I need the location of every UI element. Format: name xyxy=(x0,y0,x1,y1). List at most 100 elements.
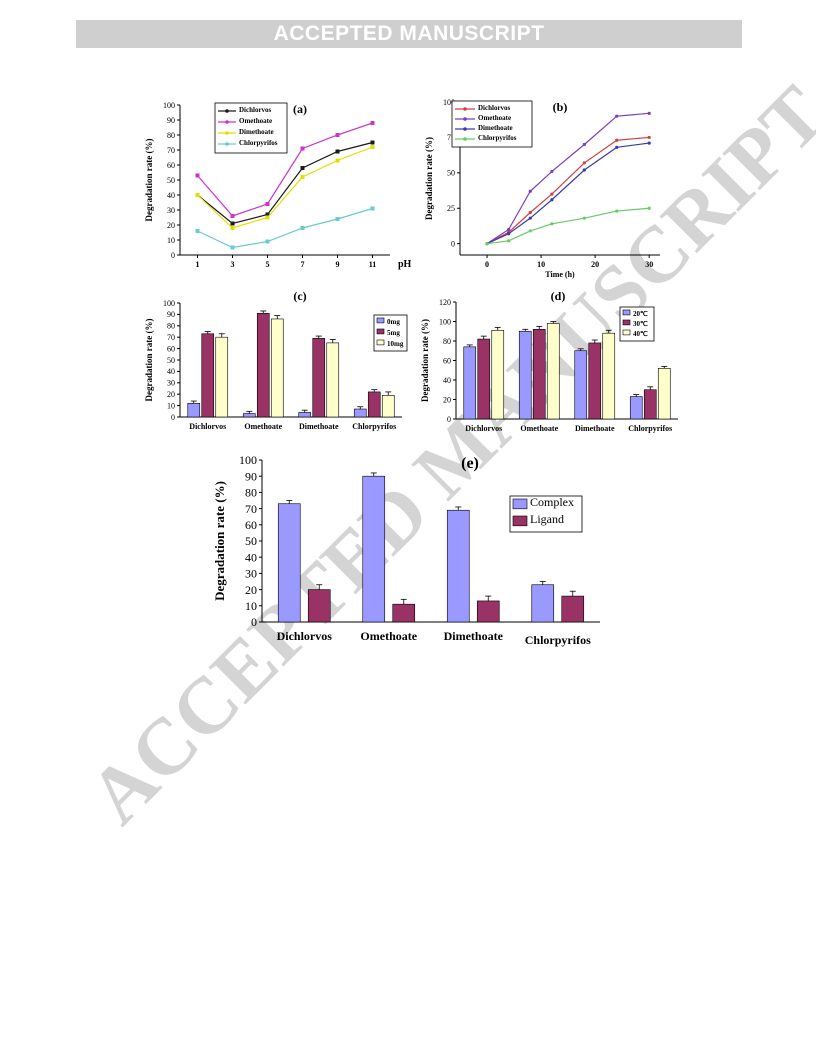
y-tick-label: 0 xyxy=(171,251,175,260)
bar xyxy=(277,503,301,623)
y-axis-title: Degradation rate (%) xyxy=(144,139,154,222)
y-tick-label: 10 xyxy=(167,401,175,410)
y-tick-label: 80 xyxy=(167,131,175,140)
data-point xyxy=(507,227,511,232)
series-line-chlorpyrifos xyxy=(197,207,373,249)
legend-marker xyxy=(225,131,229,135)
data-point xyxy=(647,135,651,140)
y-tick-label: 80 xyxy=(443,337,451,346)
y-tick-label: 50 xyxy=(447,169,455,178)
bar xyxy=(446,509,470,623)
data-point xyxy=(528,216,532,220)
manuscript-banner: ACCEPTED MANUSCRIPT xyxy=(76,20,742,48)
bar xyxy=(298,412,312,418)
data-point xyxy=(230,221,235,226)
x-tick-label: Dimethoate xyxy=(575,424,615,433)
bar xyxy=(588,342,602,420)
bar xyxy=(476,600,500,623)
data-point xyxy=(335,158,340,163)
data-point xyxy=(528,189,532,193)
legend-swatch xyxy=(376,339,385,346)
legend-marker xyxy=(463,107,467,111)
y-tick-label: 30 xyxy=(167,206,175,215)
bar xyxy=(326,342,340,418)
panel-label: (e) xyxy=(461,455,479,472)
y-tick-label: 90 xyxy=(167,116,175,125)
legend-swatch xyxy=(622,319,631,326)
y-tick-label: 0 xyxy=(171,413,175,422)
bar xyxy=(602,332,616,420)
bar xyxy=(491,329,505,420)
y-tick-label: 20 xyxy=(443,395,451,404)
legend-label: Omethoate xyxy=(239,117,272,125)
x-tick-label: Chlorpyrifos xyxy=(525,633,591,647)
y-tick-label: 80 xyxy=(245,486,257,500)
data-point xyxy=(195,173,200,178)
bar xyxy=(629,396,643,420)
bar xyxy=(546,323,560,420)
x-tick-label: 30 xyxy=(645,260,653,269)
y-tick-label: 40 xyxy=(245,550,257,564)
y-tick-label: 100 xyxy=(443,98,455,107)
y-tick-label: 60 xyxy=(167,161,175,170)
y-tick-label: 0 xyxy=(447,415,451,424)
y-tick-label: 30 xyxy=(245,567,257,581)
chart-e: 0 10 20 30 40 50 60 70 80 90 100 Degradation rate (… xyxy=(212,453,600,647)
legend-label: Dimethoate xyxy=(478,124,513,132)
bar xyxy=(381,395,395,418)
data-point xyxy=(485,242,489,246)
data-point xyxy=(528,210,532,215)
data-point xyxy=(265,215,270,220)
legend-label: 5mg xyxy=(387,329,400,337)
bar xyxy=(643,389,657,420)
data-point xyxy=(195,193,200,197)
y-tick-label: 20 xyxy=(167,390,175,399)
series-line-dichlorvos xyxy=(486,136,650,245)
series-line-chlorpyrifos xyxy=(486,207,650,245)
y-tick-label: 100 xyxy=(163,101,175,110)
bar xyxy=(531,584,555,623)
y-tick-label: 10 xyxy=(167,236,175,245)
y-tick-label: 70 xyxy=(167,146,175,155)
data-point xyxy=(550,169,554,174)
x-tick-label: 11 xyxy=(369,260,377,269)
legend-label: Chlorpyrifos xyxy=(478,134,517,142)
y-tick-label: 90 xyxy=(167,310,175,319)
data-point xyxy=(647,206,651,210)
legend-label: Dichlorvos xyxy=(478,104,511,112)
legend-swatch xyxy=(512,515,528,527)
y-tick-label: 100 xyxy=(439,317,451,326)
y-tick-label: 70 xyxy=(167,333,175,342)
data-point xyxy=(370,145,375,149)
x-tick-label: 10 xyxy=(537,260,545,269)
data-point xyxy=(335,149,340,154)
data-point xyxy=(615,138,619,142)
y-axis-title: Degradation rate (%) xyxy=(420,319,430,402)
data-point xyxy=(582,161,586,165)
y-tick-label: 60 xyxy=(443,356,451,365)
legend-label: Complex xyxy=(530,495,574,509)
data-point xyxy=(615,145,619,149)
legend-label: Omethoate xyxy=(478,114,511,122)
chart-b: 0 25 50 75 100 Degradation rate (%) 0 10 20 30 Tim… xyxy=(424,98,660,279)
data-point xyxy=(615,209,619,213)
data-point xyxy=(582,142,586,147)
data-point xyxy=(265,202,270,206)
x-axis-title: pH xyxy=(398,259,412,270)
data-point xyxy=(582,216,586,220)
y-tick-label: 40 xyxy=(167,367,175,376)
panel-label: (b) xyxy=(553,100,568,114)
bar xyxy=(362,475,386,623)
y-tick-label: 0 xyxy=(451,239,455,248)
data-point xyxy=(370,206,375,211)
bar xyxy=(477,338,491,420)
x-tick-label: 9 xyxy=(336,260,340,269)
legend-marker xyxy=(225,120,229,124)
series-line-omethoate xyxy=(197,122,373,217)
bar xyxy=(367,391,381,418)
chart-a: 0 10 20 30 40 50 60 70 80 90 100 Degradation rate (… xyxy=(144,101,412,270)
y-tick-label: 50 xyxy=(245,534,257,548)
data-point xyxy=(300,175,305,179)
x-tick-label: Dichlorvos xyxy=(277,629,333,643)
bar xyxy=(463,346,477,420)
